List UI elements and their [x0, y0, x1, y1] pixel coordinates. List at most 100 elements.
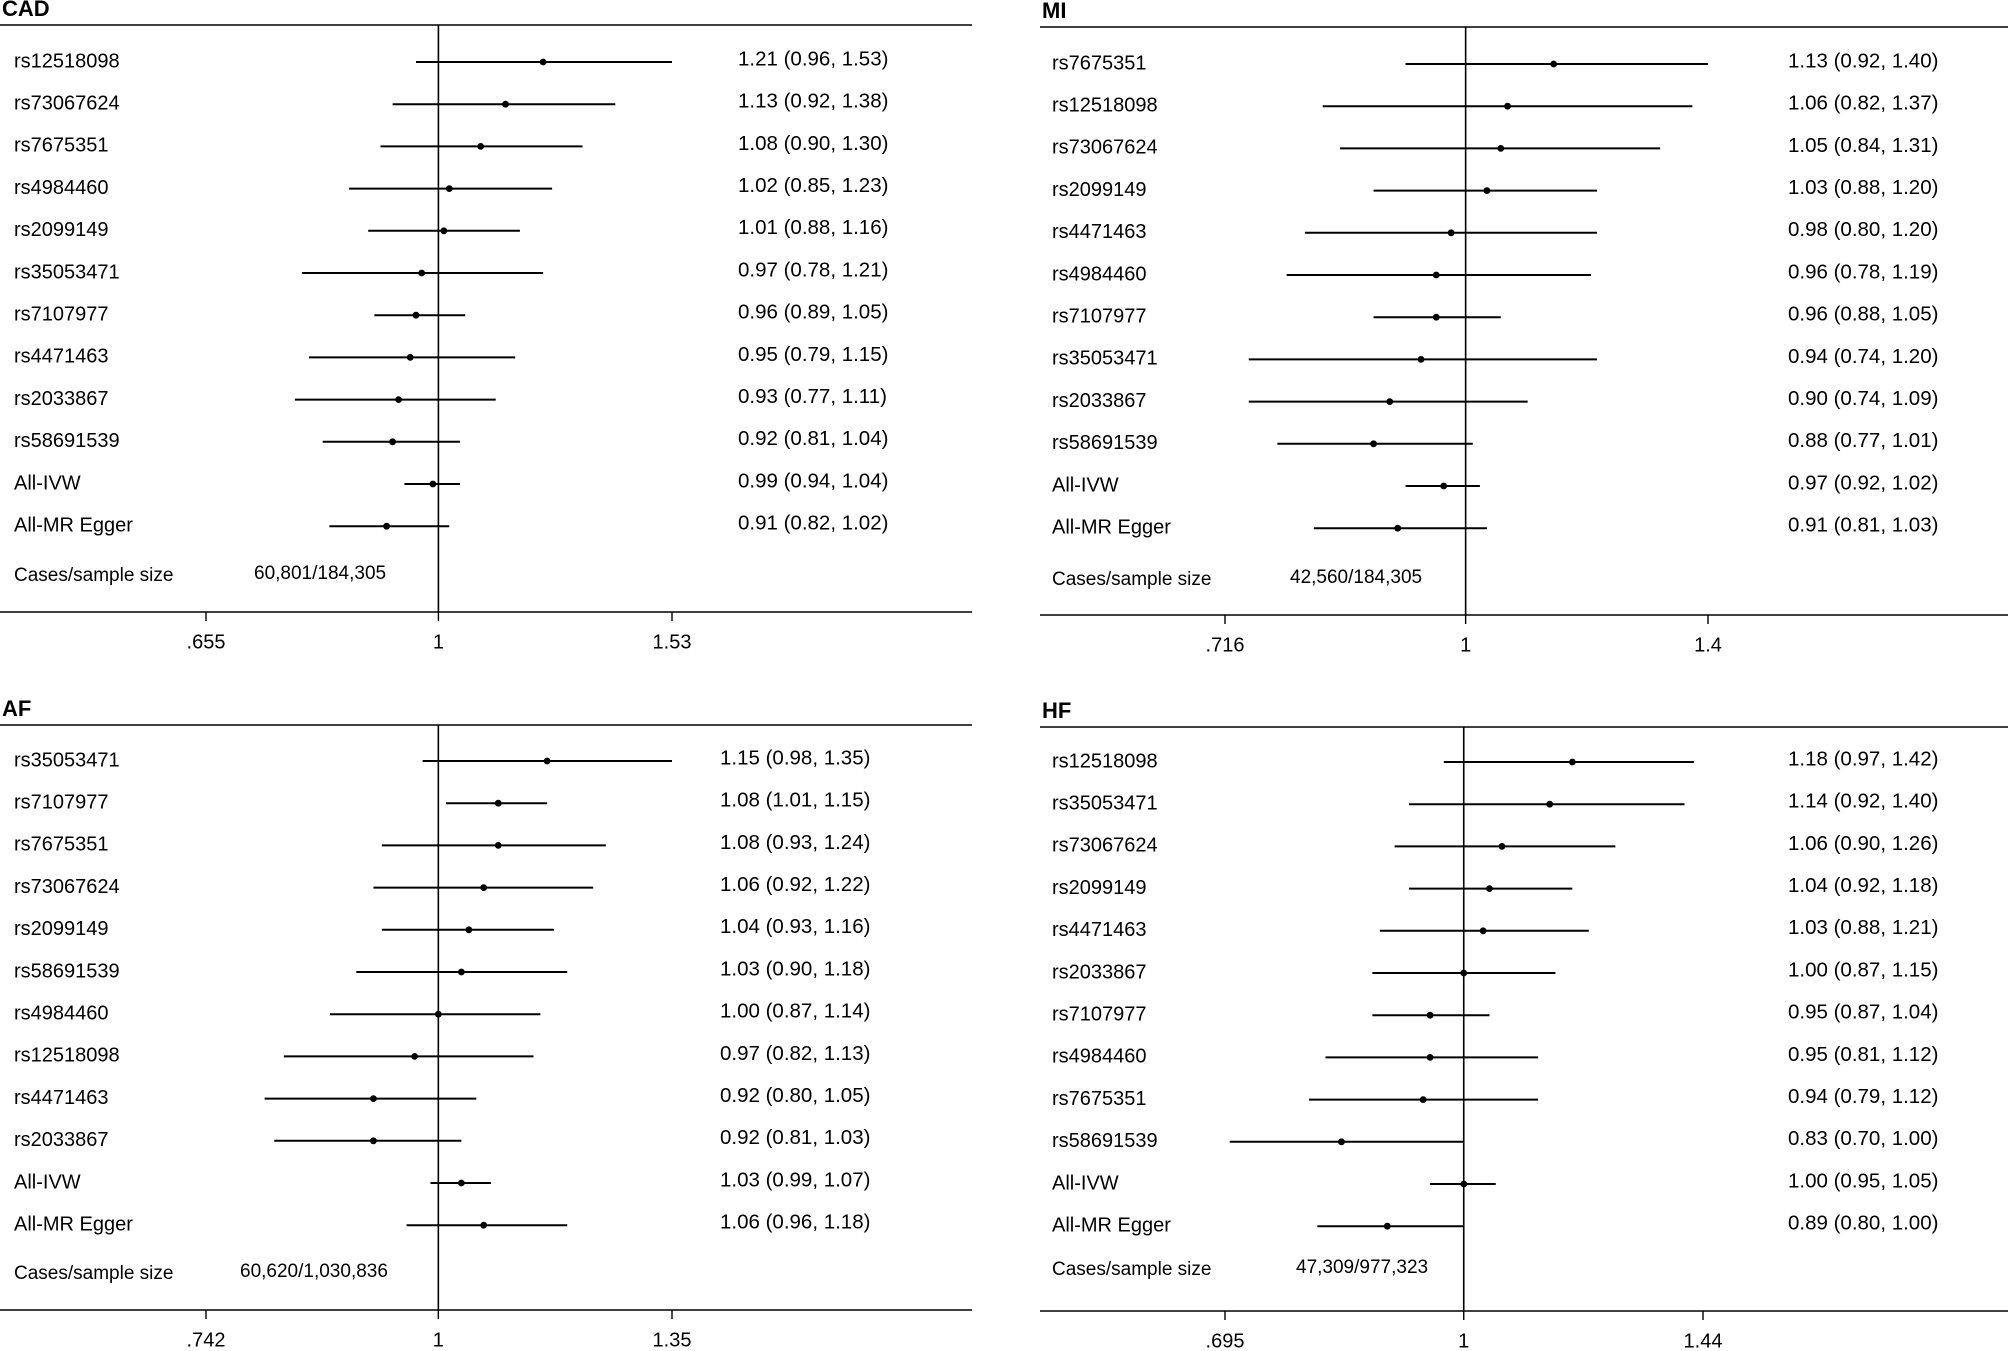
row-label: rs7675351	[1052, 1088, 1147, 1110]
forest-panel-af: AF .742 1 1.35 rs35053471 1.15 (0.98, 1.35) rs…	[0, 696, 972, 1351]
point-estimate	[370, 1137, 377, 1145]
row-label: rs7675351	[14, 834, 109, 856]
point-estimate	[445, 185, 453, 193]
row-label: rs73067624	[14, 876, 120, 898]
point-estimate	[1486, 885, 1493, 892]
row-label: rs35053471	[1052, 792, 1158, 814]
footer-value: 60,620/1,030,836	[240, 1261, 388, 1282]
point-estimate	[1460, 969, 1468, 977]
point-estimate	[1417, 356, 1425, 363]
footer-label: Cases/sample size	[14, 1263, 173, 1284]
point-estimate	[539, 58, 547, 66]
or-ci-label: 1.02 (0.85, 1.23)	[738, 174, 888, 197]
or-ci-label: 0.91 (0.81, 1.03)	[1788, 514, 1938, 537]
point-estimate	[412, 311, 420, 319]
or-ci-label: 0.90 (0.74, 1.09)	[1788, 387, 1938, 410]
panel-title: HF	[1042, 698, 1071, 723]
or-ci-label: 0.91 (0.82, 1.02)	[738, 512, 888, 535]
row-label: rs7107977	[1052, 1003, 1147, 1025]
or-ci-label: 1.00 (0.87, 1.15)	[1788, 958, 1938, 981]
or-ci-label: 1.14 (0.92, 1.40)	[1788, 790, 1938, 813]
point-estimate	[1419, 1096, 1427, 1103]
row-label: rs7107977	[14, 303, 109, 325]
point-estimate	[1386, 398, 1394, 405]
row-label: rs2033867	[14, 1129, 109, 1151]
or-ci-label: 1.04 (0.92, 1.18)	[1788, 874, 1938, 897]
or-ci-label: 1.06 (0.90, 1.26)	[1788, 832, 1938, 855]
point-estimate	[1550, 60, 1558, 68]
row-label: rs4984460	[14, 1002, 109, 1024]
point-estimate	[480, 884, 488, 891]
or-ci-label: 0.92 (0.81, 1.04)	[738, 427, 888, 450]
or-ci-label: 1.03 (0.88, 1.21)	[1788, 916, 1938, 939]
point-estimate	[465, 926, 473, 934]
point-estimate	[434, 1010, 442, 1018]
point-estimate	[480, 1221, 488, 1229]
row-label: rs4471463	[14, 1087, 109, 1109]
point-estimate	[494, 842, 502, 849]
row-label: All-IVW	[1052, 474, 1119, 496]
row-label: rs2033867	[1052, 390, 1147, 412]
point-estimate	[395, 396, 402, 403]
or-ci-label: 0.98 (0.80, 1.20)	[1788, 218, 1938, 241]
point-estimate	[1394, 524, 1402, 532]
row-label: rs2099149	[14, 918, 109, 940]
or-ci-label: 1.06 (0.82, 1.37)	[1788, 92, 1938, 115]
row-label: rs58691539	[14, 430, 120, 452]
point-estimate	[440, 227, 448, 235]
or-ci-label: 0.95 (0.81, 1.12)	[1788, 1043, 1938, 1066]
row-label: All-IVW	[1052, 1172, 1119, 1194]
point-estimate	[418, 269, 426, 277]
or-ci-label: 0.95 (0.79, 1.15)	[738, 343, 888, 366]
x-tick-label: 1.35	[653, 1329, 692, 1351]
row-label: rs4984460	[1052, 263, 1147, 285]
x-tick-label: 1	[1458, 1330, 1469, 1351]
or-ci-label: 1.06 (0.96, 1.18)	[720, 1211, 870, 1234]
row-label: rs73067624	[14, 92, 120, 114]
point-estimate	[389, 438, 397, 446]
row-label: rs73067624	[1052, 835, 1158, 857]
forest-panel-cad: CAD .655 1 1.53 rs12518098 1.21 (0.96, 1.53) r…	[0, 0, 972, 653]
point-estimate	[411, 1053, 419, 1060]
row-label: rs4471463	[14, 346, 109, 368]
footer-value: 42,560/184,305	[1290, 567, 1422, 588]
footer-label: Cases/sample size	[14, 565, 173, 586]
row-label: rs58691539	[14, 960, 120, 982]
row-label: rs4471463	[1052, 919, 1147, 941]
or-ci-label: 0.96 (0.88, 1.05)	[1788, 303, 1938, 326]
or-ci-label: 0.96 (0.78, 1.19)	[1788, 260, 1938, 283]
row-label: rs7675351	[14, 135, 109, 157]
or-ci-label: 0.88 (0.77, 1.01)	[1788, 429, 1938, 452]
row-label: rs2033867	[14, 388, 109, 410]
or-ci-label: 0.92 (0.80, 1.05)	[720, 1084, 870, 1107]
point-estimate	[1504, 102, 1512, 110]
or-ci-label: 1.00 (0.95, 1.05)	[1788, 1169, 1938, 1192]
row-label: rs12518098	[1052, 750, 1158, 772]
or-ci-label: 0.97 (0.92, 1.02)	[1788, 471, 1938, 494]
row-label: rs12518098	[14, 50, 120, 72]
row-label: All-MR Egger	[14, 1213, 133, 1235]
point-estimate	[1426, 1054, 1434, 1061]
point-estimate	[383, 522, 391, 530]
or-ci-label: 1.08 (1.01, 1.15)	[720, 789, 870, 812]
row-label: rs58691539	[1052, 432, 1158, 454]
point-estimate	[1497, 145, 1505, 152]
point-estimate	[1383, 1222, 1391, 1230]
footer-value: 60,801/184,305	[254, 563, 386, 584]
x-tick-label: 1.44	[1684, 1330, 1723, 1351]
point-estimate	[1370, 440, 1377, 448]
point-estimate	[1426, 1011, 1434, 1019]
point-estimate	[1479, 927, 1487, 935]
point-estimate	[406, 354, 414, 361]
or-ci-label: 1.18 (0.97, 1.42)	[1788, 747, 1938, 770]
x-tick-label: 1.53	[653, 631, 692, 653]
point-estimate	[502, 100, 509, 108]
point-estimate	[1498, 843, 1506, 850]
or-ci-label: 0.97 (0.82, 1.13)	[720, 1042, 870, 1065]
row-label: All-MR Egger	[1052, 1214, 1171, 1236]
point-estimate	[370, 1095, 377, 1102]
or-ci-label: 1.13 (0.92, 1.38)	[738, 90, 888, 113]
point-estimate	[1440, 482, 1448, 490]
row-label: rs2099149	[1052, 877, 1147, 899]
row-label: rs4471463	[1052, 221, 1147, 243]
